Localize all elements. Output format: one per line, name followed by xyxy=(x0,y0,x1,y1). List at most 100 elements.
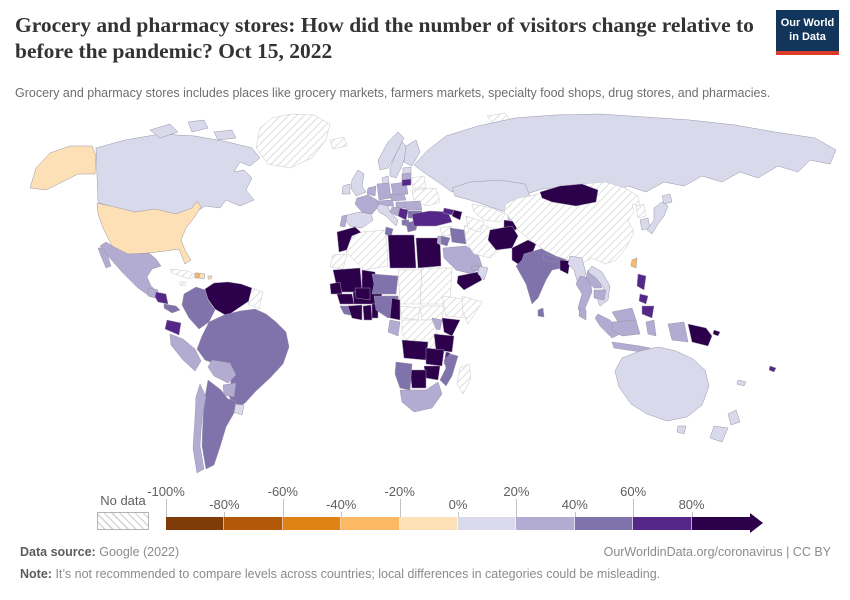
country-chad[interactable] xyxy=(397,269,423,305)
country-dominican-republic[interactable] xyxy=(198,272,206,280)
country-greenland[interactable] xyxy=(255,113,331,169)
country-france[interactable] xyxy=(354,194,380,215)
country-sri-lanka[interactable] xyxy=(537,307,545,318)
country-bolivia[interactable] xyxy=(207,359,237,384)
country-australia[interactable] xyxy=(614,346,710,422)
country-alaska[interactable] xyxy=(29,145,97,191)
country-argentina[interactable] xyxy=(201,379,237,470)
country-kenya[interactable] xyxy=(441,317,461,337)
legend-segment[interactable] xyxy=(398,516,459,531)
country-iraq[interactable] xyxy=(449,227,467,245)
country-new-zealand-south[interactable] xyxy=(709,425,729,443)
country-ghana[interactable] xyxy=(362,304,373,321)
country-turkmenistan[interactable] xyxy=(465,215,485,233)
country-guinea[interactable] xyxy=(336,293,355,305)
country-jamaica[interactable] xyxy=(179,281,187,287)
country-bangladesh[interactable] xyxy=(559,259,571,275)
country-namibia[interactable] xyxy=(394,361,413,391)
footer-link[interactable]: OurWorldinData.org/coronavirus | CC BY xyxy=(603,545,831,559)
country-colombia[interactable] xyxy=(181,286,216,330)
country-peru[interactable] xyxy=(169,333,202,372)
country-panama[interactable] xyxy=(163,303,181,314)
country-uzbekistan[interactable] xyxy=(471,203,506,223)
country-taiwan[interactable] xyxy=(630,257,638,269)
country-papua-new-guinea[interactable] xyxy=(687,323,713,347)
owid-logo[interactable]: Our World in Data xyxy=(776,10,839,55)
country-turkey[interactable] xyxy=(411,210,453,227)
country-haiti[interactable] xyxy=(194,272,200,279)
country-iceland[interactable] xyxy=(329,136,348,150)
country-nicaragua[interactable] xyxy=(154,291,169,305)
country-mexico-baja[interactable] xyxy=(97,247,112,269)
country-japan-hokkaido[interactable] xyxy=(661,193,673,205)
country-syria[interactable] xyxy=(439,225,453,237)
country-romania[interactable] xyxy=(403,200,423,211)
country-mongolia[interactable] xyxy=(539,183,599,207)
country-indonesia-sumatra[interactable] xyxy=(594,313,621,339)
country-puerto-rico[interactable] xyxy=(207,275,213,280)
country-cameroon[interactable] xyxy=(389,297,401,321)
legend-segment[interactable] xyxy=(515,516,576,531)
country-serbia[interactable] xyxy=(397,207,409,221)
country-brazil[interactable] xyxy=(196,308,290,410)
country-angola[interactable] xyxy=(401,339,429,361)
country-italy[interactable] xyxy=(376,203,399,227)
country-finland[interactable] xyxy=(403,139,421,167)
country-egypt[interactable] xyxy=(415,237,442,269)
country-niger[interactable] xyxy=(371,273,399,295)
country-chile[interactable] xyxy=(192,383,207,474)
country-algeria[interactable] xyxy=(345,229,389,271)
legend-segment[interactable] xyxy=(164,516,226,531)
country-denmark[interactable] xyxy=(381,175,390,185)
country-new-zealand-north[interactable] xyxy=(727,409,741,426)
country-uk[interactable] xyxy=(350,169,367,197)
country-mozambique[interactable] xyxy=(439,353,459,387)
country-indonesia-papua[interactable] xyxy=(667,321,689,343)
country-guyana[interactable] xyxy=(247,287,264,310)
country-new-britain[interactable] xyxy=(712,329,721,337)
country-cambodia[interactable] xyxy=(593,289,607,301)
no-data-swatch[interactable] xyxy=(97,512,149,530)
country-central-african-republic[interactable] xyxy=(399,305,421,321)
country-fiji[interactable] xyxy=(768,365,777,373)
legend-segment[interactable] xyxy=(340,516,401,531)
country-israel[interactable] xyxy=(436,235,442,246)
country-indonesia-sulawesi[interactable] xyxy=(645,319,657,337)
country-germany[interactable] xyxy=(376,182,392,201)
legend-segment[interactable] xyxy=(456,516,518,531)
country-croatia-bosnia[interactable] xyxy=(389,206,401,217)
country-tasmania[interactable] xyxy=(676,425,687,435)
country-jordan[interactable] xyxy=(440,235,451,247)
country-indonesia-borneo[interactable] xyxy=(611,319,641,337)
country-madagascar[interactable] xyxy=(456,363,472,395)
legend-segment[interactable] xyxy=(223,516,284,531)
country-yemen[interactable] xyxy=(456,271,483,291)
country-south-africa[interactable] xyxy=(399,381,443,413)
country-canada-arctic2[interactable] xyxy=(187,119,209,133)
country-belarus[interactable] xyxy=(410,175,427,189)
country-tanzania[interactable] xyxy=(433,333,455,353)
country-libya[interactable] xyxy=(387,234,417,269)
country-oman[interactable] xyxy=(477,265,489,281)
country-cote-divoire[interactable] xyxy=(347,304,363,321)
country-zambia[interactable] xyxy=(425,347,445,367)
country-ecuador[interactable] xyxy=(164,319,182,336)
legend-segment[interactable] xyxy=(281,516,343,531)
country-mexico[interactable] xyxy=(99,241,162,298)
country-burkina-faso[interactable] xyxy=(354,287,371,301)
country-botswana[interactable] xyxy=(409,369,427,389)
country-spain[interactable] xyxy=(344,211,374,229)
country-philippines-mindanao[interactable] xyxy=(641,305,655,319)
country-malaysia[interactable] xyxy=(578,307,587,321)
country-azerbaijan[interactable] xyxy=(451,209,463,221)
country-western-sahara[interactable] xyxy=(329,253,348,270)
country-nepal[interactable] xyxy=(542,253,559,264)
country-netherlands[interactable] xyxy=(366,185,377,197)
country-czechia-slovakia[interactable] xyxy=(389,193,407,202)
country-cuba[interactable] xyxy=(169,268,197,280)
country-canada[interactable] xyxy=(95,133,261,215)
country-japan[interactable] xyxy=(646,201,669,235)
country-ireland[interactable] xyxy=(341,183,351,195)
country-canada-arctic1[interactable] xyxy=(149,123,179,139)
country-zimbabwe[interactable] xyxy=(423,365,441,381)
